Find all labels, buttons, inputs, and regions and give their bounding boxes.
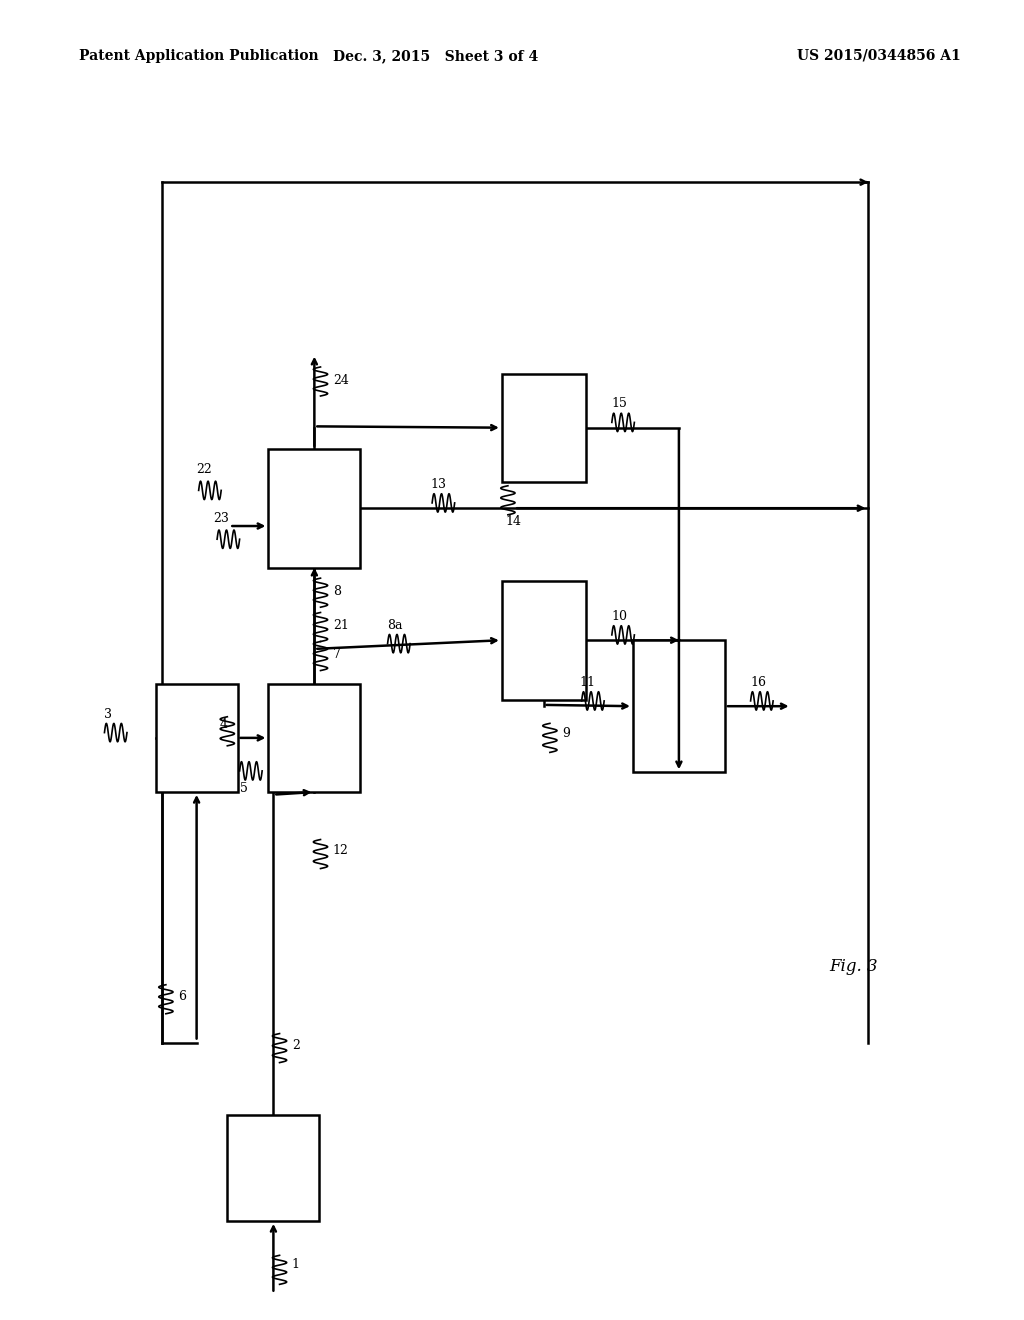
Text: 2: 2: [292, 1039, 300, 1052]
Bar: [502, 374, 586, 482]
Text: 10: 10: [611, 610, 628, 623]
Text: 7: 7: [333, 648, 341, 661]
Text: Patent Application Publication: Patent Application Publication: [79, 49, 318, 63]
Text: 8a: 8a: [387, 619, 403, 632]
Text: 9: 9: [562, 727, 570, 741]
Text: Dec. 3, 2015   Sheet 3 of 4: Dec. 3, 2015 Sheet 3 of 4: [333, 49, 538, 63]
Bar: [502, 581, 586, 700]
Bar: [156, 684, 238, 792]
Text: 11: 11: [580, 676, 596, 689]
Text: 6: 6: [178, 990, 186, 1003]
Text: 24: 24: [333, 374, 349, 387]
Text: 3: 3: [104, 708, 113, 721]
Text: 22: 22: [197, 463, 212, 475]
Text: 1: 1: [292, 1258, 300, 1271]
Bar: [268, 684, 360, 792]
Bar: [227, 1115, 319, 1221]
Text: 16: 16: [751, 676, 767, 689]
Text: 8: 8: [333, 585, 341, 598]
Text: 13: 13: [430, 478, 446, 491]
Text: 21: 21: [333, 619, 349, 632]
Bar: [633, 640, 725, 772]
Text: 4: 4: [219, 718, 227, 731]
Text: US 2015/0344856 A1: US 2015/0344856 A1: [797, 49, 961, 63]
Bar: [268, 449, 360, 568]
Text: 14: 14: [506, 515, 522, 528]
Text: 15: 15: [611, 397, 628, 411]
Text: 23: 23: [213, 512, 229, 524]
Text: 5: 5: [240, 781, 248, 795]
Text: 12: 12: [333, 843, 349, 857]
Text: Fig. 3: Fig. 3: [829, 958, 878, 974]
